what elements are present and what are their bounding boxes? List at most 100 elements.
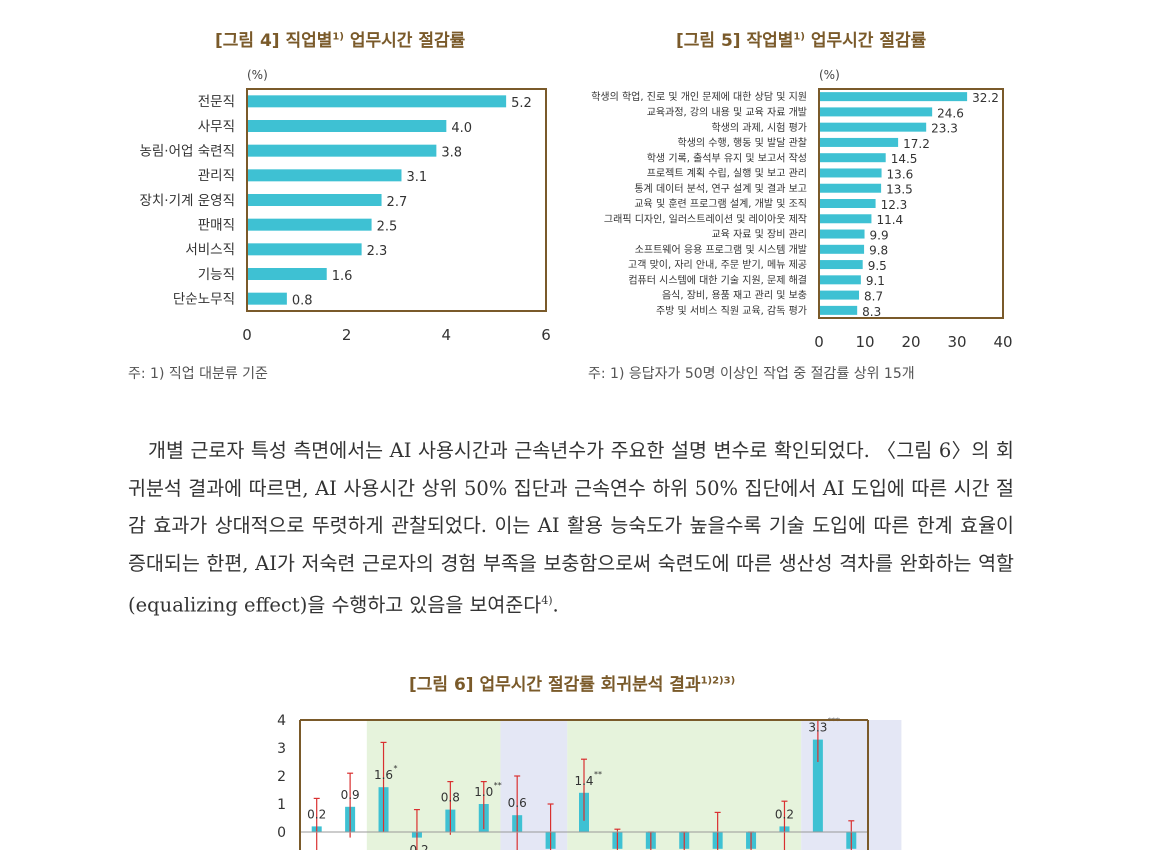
fig5-title-text: [그림 5] 작업별 (676, 31, 794, 51)
fig5-bar (819, 305, 858, 315)
fig6-bar (812, 739, 823, 832)
fig4-unit-label: (%) (247, 68, 268, 82)
fig4-value-label: 4.0 (451, 121, 472, 136)
fig4-value-label: 2.3 (367, 244, 388, 259)
paragraph-footnote: 4) (541, 594, 553, 607)
fig5-category-label: 교육과정, 강의 내용 및 교육 자료 개발 (647, 107, 807, 119)
fig4-bar (247, 268, 327, 280)
fig4-bar (247, 169, 402, 182)
fig4-value-label: 5.2 (511, 96, 532, 111)
fig5-x-tick-label: 10 (855, 333, 874, 351)
fig5-value-label: 32.2 (972, 91, 999, 105)
body-paragraph: 개별 근로자 특성 측면에서는 AI 사용시간과 근속년수가 주요한 설명 변수… (128, 432, 1014, 624)
paragraph-end: . (552, 593, 559, 617)
fig5-bar (819, 229, 865, 239)
fig5-bar (819, 290, 860, 300)
fig6-title-sup: 1)2)3) (700, 675, 736, 687)
fig6-y-tick-label: 1 (277, 797, 286, 813)
fig5-category-label: 그래픽 디자인, 일러스트레이션 및 레이아웃 제작 (604, 213, 807, 225)
fig4-category-label: 기능직 (198, 267, 235, 283)
fig5-bar (819, 137, 899, 147)
fig5-category-label: 학생의 수행, 행동 및 발달 관찰 (678, 137, 807, 149)
fig5-bar (819, 107, 933, 117)
fig5-bar (819, 153, 886, 163)
fig4-value-label: 2.5 (377, 220, 398, 235)
fig6-significance-mark: * (394, 764, 398, 773)
fig5-category-label: 컴퓨터 시스템에 대한 기술 지원, 문제 해결 (628, 273, 807, 286)
fig5-bar (819, 168, 882, 178)
fig4-bar (247, 144, 437, 157)
fig6-value-label: 1.4 (574, 774, 593, 788)
fig5-chart: (%) 학생의 학업, 진로 및 개인 문제에 대한 상담 및 지원 32.2 교육과… (591, 68, 1012, 351)
fig6-group-band (366, 720, 501, 850)
fig4-category-label: 판매직 (198, 218, 235, 234)
fig4-plot-frame (246, 88, 547, 312)
fig4-title-text: [그림 4] 직업별 (215, 31, 333, 51)
fig6-title: [그림 6] 업무시간 절감률 회귀분석 결과1)2)3) (409, 670, 735, 695)
fig4-title-rest: 업무시간 절감률 (343, 31, 466, 51)
fig6-y-tick-label: 4 (277, 713, 286, 729)
fig4-bar (247, 120, 447, 132)
fig5-bar (819, 275, 861, 285)
fig5-x-tick-label: 20 (901, 333, 920, 351)
fig4-category-label: 단순노무직 (173, 292, 235, 308)
fig4-x-tick-label: 2 (342, 326, 352, 344)
fig5-bar (819, 183, 882, 193)
fig6-group-band (567, 720, 802, 850)
fig6-value-label: 1.6 (374, 768, 393, 782)
fig4-bar (247, 194, 382, 206)
fig5-title-rest: 업무시간 절감률 (804, 31, 927, 51)
fig5-value-label: 14.5 (891, 152, 918, 166)
fig5-value-label: 9.1 (866, 274, 885, 288)
fig4-category-label: 사무직 (198, 119, 235, 135)
fig5-category-label: 주방 및 서비스 직원 교육, 감독 평가 (656, 305, 807, 317)
fig5-category-label: 교육 자료 및 장비 관리 (711, 229, 807, 241)
fig6-significance-mark: ** (494, 781, 502, 790)
fig5-unit-label: (%) (819, 68, 840, 82)
fig4-value-label: 3.1 (406, 170, 427, 185)
fig5-bar (819, 244, 865, 254)
fig5-bar (819, 199, 876, 208)
fig5-category-label: 학생의 과제, 시험 평가 (711, 122, 807, 134)
fig5-value-label: 13.5 (886, 183, 913, 197)
fig4-x-tick-label: 6 (541, 326, 551, 344)
fig5-value-label: 9.5 (868, 259, 887, 273)
fig4-value-label: 3.8 (441, 146, 462, 161)
fig5-value-label: 11.4 (876, 213, 903, 227)
fig5-bar (819, 214, 872, 224)
fig5-value-label: 24.6 (937, 106, 964, 120)
fig5-category-label: 학생의 학업, 진로 및 개인 문제에 대한 상담 및 지원 (591, 90, 807, 103)
fig5-bar (819, 122, 927, 132)
fig6-y-tick-label: 3 (277, 741, 286, 757)
fig6-value-label: 1.0 (474, 785, 493, 799)
fig5-category-label: 소프트웨어 응용 프로그램 및 시스템 개발 (635, 244, 807, 256)
fig5-category-label: 고객 맞이, 자리 안내, 주문 받기, 메뉴 제공 (628, 259, 807, 271)
fig6-title-text: [그림 6] 업무시간 절감률 회귀분석 결과 (409, 675, 701, 695)
fig5-value-label: 17.2 (903, 137, 930, 151)
fig6-y-tick-label: 0 (277, 825, 286, 841)
fig6-value-label: 3.3 (808, 721, 827, 735)
fig6-value-label: 0.2 (307, 807, 326, 821)
fig4-category-label: 전문직 (198, 94, 235, 110)
fig5-value-label: 9.8 (869, 244, 888, 258)
fig5-value-label: 8.3 (862, 305, 881, 319)
fig5-bar (819, 92, 968, 102)
fig4-note: 주: 1) 직업 대분류 기준 (128, 366, 268, 382)
fig5-value-label: 12.3 (881, 198, 908, 212)
fig4-category-label: 서비스직 (185, 242, 235, 258)
fig5-value-label: 8.7 (864, 290, 883, 304)
fig4-value-label: 0.8 (292, 294, 313, 309)
fig5-note: 주: 1) 응답자가 50명 이상인 작업 중 절감률 상위 15개 (588, 366, 915, 382)
fig4-x-tick-label: 4 (442, 326, 452, 344)
fig6-significance-mark: *** (828, 717, 840, 726)
fig4-chart: (%) 전문직 5.2 사무직 4.0 농림·어업 숙련직 3.8 관리직 3.1 장치·기계 운… (139, 68, 551, 344)
fig5-category-label: 교육 및 훈련 프로그램 설계, 개발 및 조직 (634, 197, 807, 210)
fig6-y-tick-label: 2 (277, 769, 286, 785)
fig6-value-label: -0.2 (405, 843, 428, 850)
fig4-title-sup: 1) (332, 31, 344, 43)
fig5-category-label: 프로젝트 계획 수립, 실행 및 보고 관리 (647, 167, 807, 180)
fig6-significance-mark: ** (594, 770, 602, 779)
fig5-title: [그림 5] 작업별1) 업무시간 절감률 (676, 26, 926, 51)
fig4-value-label: 1.6 (332, 269, 353, 284)
